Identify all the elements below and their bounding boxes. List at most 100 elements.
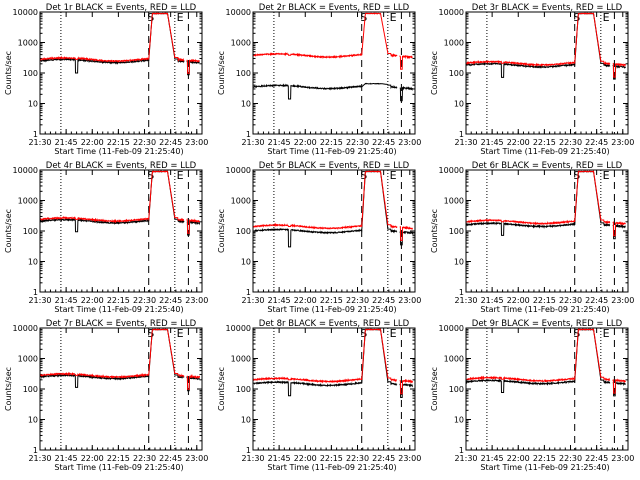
panel-det-5: Det 5r BLACK = Events, RED = LLD 1 10 100 10… — [217, 161, 421, 314]
x-tick-label: 22:00 — [507, 454, 530, 463]
y-tick-label: 10 — [454, 258, 464, 267]
marker-s: S — [147, 169, 154, 182]
x-tick-label: 21:45 — [481, 454, 504, 463]
x-tick-label: 22:15 — [533, 138, 556, 147]
panel-title: Det 1r BLACK = Events, RED = LLD — [46, 3, 197, 13]
y-tick-label: 1000 — [231, 197, 251, 206]
plot-frame — [465, 327, 629, 451]
marker-s: S — [360, 11, 367, 24]
x-tick-label: 22:00 — [81, 454, 104, 463]
plot-frame — [39, 327, 203, 451]
panel-det-9: Det 9r BLACK = Events, RED = LLD 1 10 100 10… — [430, 319, 634, 472]
panel-det-7: Det 7r BLACK = Events, RED = LLD 1 10 100 10… — [4, 319, 208, 472]
y-tick-label: 10 — [454, 100, 464, 109]
y-axis-label: Counts/sec — [430, 367, 439, 411]
y-tick-label: 1 — [246, 130, 251, 139]
plot-frame — [252, 327, 416, 451]
x-axis-label: Start Time (11-Feb-09 21:25:40) — [54, 463, 183, 472]
x-axis-label: Start Time (11-Feb-09 21:25:40) — [54, 305, 183, 314]
y-tick-label: 10 — [241, 416, 251, 425]
x-tick-label: 22:30 — [133, 138, 156, 147]
x-tick-label: 22:30 — [346, 296, 369, 305]
panel-title: Det 7r BLACK = Events, RED = LLD — [46, 319, 197, 329]
x-tick-label: 22:30 — [559, 138, 582, 147]
series-events-line — [253, 82, 414, 102]
panel-det-3: Det 3r BLACK = Events, RED = LLD 1 10 100 10… — [430, 3, 634, 156]
x-tick-label: 22:15 — [320, 138, 343, 147]
marker-e: E — [177, 11, 184, 24]
y-axis-label: Counts/sec — [217, 367, 226, 411]
y-tick-label: 1 — [246, 446, 251, 455]
y-tick-label: 10000 — [439, 8, 464, 17]
panel-title: Det 4r BLACK = Events, RED = LLD — [46, 161, 197, 171]
x-tick-label: 22:15 — [320, 296, 343, 305]
y-tick-label: 100 — [236, 69, 251, 78]
x-tick-label: 23:00 — [611, 138, 634, 147]
x-tick-label: 21:30 — [241, 138, 264, 147]
y-tick-label: 10000 — [13, 324, 38, 333]
x-axis-label: Start Time (11-Feb-09 21:25:40) — [480, 305, 609, 314]
x-tick-label: 21:30 — [28, 454, 51, 463]
x-tick-label: 22:15 — [107, 296, 130, 305]
x-tick-label: 22:15 — [320, 454, 343, 463]
y-tick-label: 1 — [459, 130, 464, 139]
y-tick-label: 1000 — [18, 197, 38, 206]
x-tick-label: 22:00 — [81, 296, 104, 305]
series-lld-line — [40, 12, 201, 74]
panel-title: Det 5r BLACK = Events, RED = LLD — [259, 161, 410, 171]
y-tick-label: 100 — [23, 69, 38, 78]
marker-s: S — [360, 169, 367, 182]
x-tick-label: 21:45 — [55, 296, 78, 305]
x-tick-label: 22:30 — [559, 454, 582, 463]
y-tick-label: 1000 — [444, 39, 464, 48]
y-tick-label: 100 — [236, 385, 251, 394]
y-tick-label: 1000 — [444, 355, 464, 364]
x-tick-label: 22:45 — [159, 454, 182, 463]
panel-title: Det 2r BLACK = Events, RED = LLD — [259, 3, 410, 13]
plot-frame — [465, 11, 629, 135]
marker-e: E — [603, 169, 610, 182]
x-tick-label: 21:30 — [454, 296, 477, 305]
y-tick-label: 10000 — [13, 166, 38, 175]
series-lld-line — [40, 170, 200, 234]
x-axis-label: Start Time (11-Feb-09 21:25:40) — [480, 147, 609, 156]
series-lld-line — [253, 12, 414, 70]
y-tick-label: 10 — [454, 416, 464, 425]
marker-s: S — [147, 327, 154, 340]
marker-s: S — [360, 327, 367, 340]
x-tick-label: 22:00 — [507, 138, 530, 147]
marker-e: E — [390, 169, 397, 182]
x-tick-label: 21:45 — [55, 138, 78, 147]
series-lld-line — [466, 328, 626, 394]
y-tick-label: 1000 — [231, 355, 251, 364]
y-axis-label: Counts/sec — [4, 367, 13, 411]
x-tick-label: 22:15 — [533, 296, 556, 305]
x-tick-label: 21:30 — [241, 454, 264, 463]
marker-e: E — [603, 327, 610, 340]
y-tick-label: 10 — [28, 416, 38, 425]
y-axis-label: Counts/sec — [4, 51, 13, 95]
marker-s: S — [573, 327, 580, 340]
y-tick-label: 10000 — [226, 166, 251, 175]
marker-s: S — [573, 169, 580, 182]
y-axis-label: Counts/sec — [430, 51, 439, 95]
y-axis-label: Counts/sec — [4, 209, 13, 253]
x-tick-label: 21:45 — [481, 296, 504, 305]
x-tick-label: 22:45 — [372, 296, 395, 305]
x-tick-label: 21:45 — [268, 296, 291, 305]
x-tick-label: 23:00 — [398, 296, 421, 305]
y-tick-label: 1 — [33, 446, 38, 455]
x-tick-label: 21:45 — [55, 454, 78, 463]
plot-frame — [39, 169, 203, 293]
panel-title: Det 9r BLACK = Events, RED = LLD — [472, 319, 623, 329]
x-tick-label: 22:45 — [159, 138, 182, 147]
x-axis-label: Start Time (11-Feb-09 21:25:40) — [267, 463, 396, 472]
series-lld-line — [40, 328, 201, 390]
x-tick-label: 23:00 — [611, 296, 634, 305]
y-tick-label: 1000 — [18, 355, 38, 364]
panel-title: Det 8r BLACK = Events, RED = LLD — [259, 319, 410, 329]
x-axis-label: Start Time (11-Feb-09 21:25:40) — [54, 147, 183, 156]
y-axis-label: Counts/sec — [217, 51, 226, 95]
x-tick-label: 22:15 — [107, 454, 130, 463]
